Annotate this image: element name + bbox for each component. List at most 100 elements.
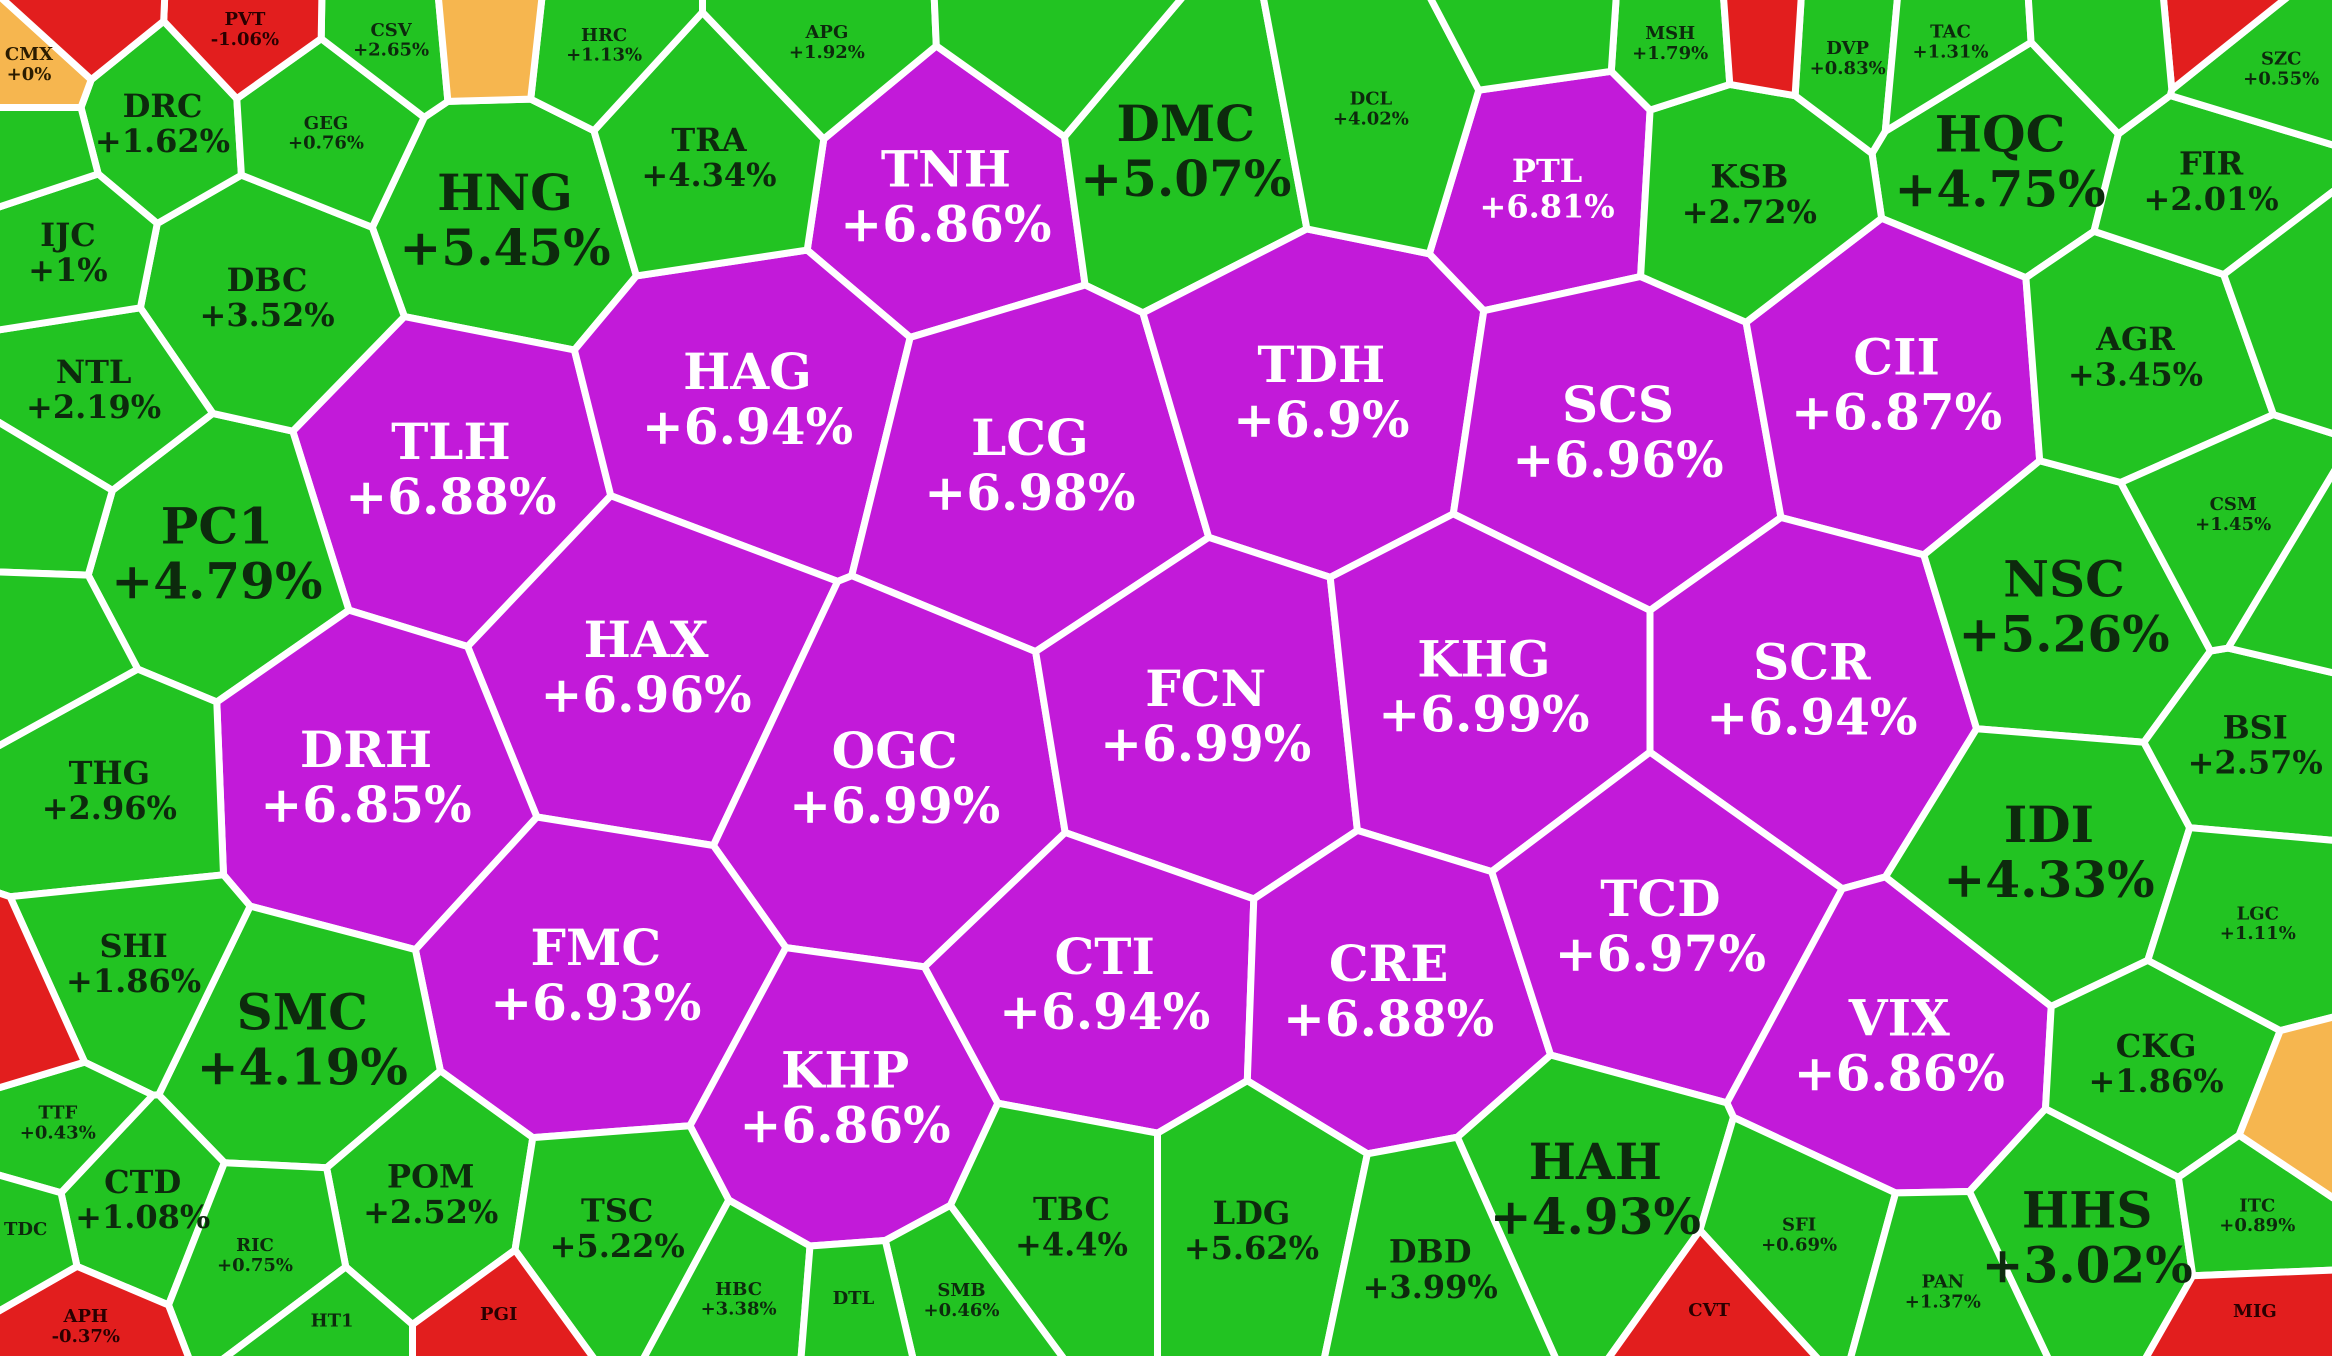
cell-unlabeled-81[interactable] bbox=[0, 417, 116, 579]
cell-unlabeled-79[interactable] bbox=[2235, 1013, 2332, 1204]
symbol-label-hng: HNG bbox=[437, 163, 573, 222]
change-label-szc: +0.55% bbox=[2243, 69, 2319, 90]
symbol-label-vix: VIX bbox=[1848, 989, 1950, 1048]
symbol-label-smc: SMC bbox=[237, 982, 368, 1041]
change-label-ttf: +0.43% bbox=[20, 1123, 96, 1144]
change-label-hah: +4.93% bbox=[1490, 1187, 1701, 1246]
change-label-pc1: +4.79% bbox=[111, 551, 322, 610]
change-label-dmc: +5.07% bbox=[1080, 149, 1291, 208]
change-label-itc: +0.89% bbox=[2219, 1215, 2295, 1236]
cell-pan[interactable] bbox=[1847, 1188, 2051, 1356]
change-label-tbc: +4.4% bbox=[1015, 1225, 1128, 1263]
change-label-csv: +2.65% bbox=[353, 40, 429, 61]
symbol-label-ckg: CKG bbox=[2116, 1027, 2197, 1065]
symbol-label-tdh: TDH bbox=[1257, 335, 1385, 394]
change-label-scs: +6.96% bbox=[1512, 430, 1723, 489]
change-label-idi: +4.33% bbox=[1943, 850, 2154, 909]
symbol-label-cre: CRE bbox=[1329, 934, 1448, 993]
change-label-dcl: +4.02% bbox=[1333, 109, 1409, 130]
cell-unlabeled-76[interactable] bbox=[435, 0, 546, 105]
cell-tdc[interactable] bbox=[0, 1171, 81, 1317]
symbol-label-pgi: PGI bbox=[480, 1304, 517, 1325]
change-label-thg: +2.96% bbox=[42, 789, 177, 827]
change-label-khg: +6.99% bbox=[1378, 685, 1589, 744]
symbol-label-khp: KHP bbox=[781, 1040, 909, 1099]
cell-unlabeled-85[interactable] bbox=[930, 0, 1189, 141]
symbol-label-hrc: HRC bbox=[581, 25, 627, 46]
symbol-label-fir: FIR bbox=[2179, 145, 2244, 183]
cell-cvt[interactable] bbox=[1603, 1226, 1825, 1356]
change-label-cre: +6.88% bbox=[1283, 989, 1494, 1048]
symbol-label-ptl: PTL bbox=[1512, 152, 1582, 190]
symbol-label-sfi: SFI bbox=[1782, 1215, 1816, 1236]
symbol-label-cii: CII bbox=[1853, 327, 1940, 386]
change-label-khp: +6.86% bbox=[740, 1095, 951, 1154]
change-label-pvt: -1.06% bbox=[211, 29, 279, 50]
cell-apg[interactable] bbox=[699, 0, 940, 143]
cell-ijc[interactable] bbox=[0, 170, 161, 334]
cell-unlabeled-84[interactable] bbox=[2224, 458, 2332, 677]
symbol-label-csv: CSV bbox=[370, 20, 412, 41]
symbol-label-thg: THG bbox=[69, 754, 150, 792]
change-label-ijc: +1% bbox=[28, 251, 107, 289]
symbol-label-bsi: BSI bbox=[2223, 709, 2288, 747]
symbol-label-dbd: DBD bbox=[1389, 1233, 1472, 1271]
symbol-label-lgc: LGC bbox=[2237, 903, 2279, 924]
change-label-shi: +1.86% bbox=[66, 962, 201, 1000]
change-label-agr: +3.45% bbox=[2068, 355, 2203, 393]
symbol-label-ogc: OGC bbox=[832, 721, 958, 780]
symbol-label-pc1: PC1 bbox=[161, 496, 273, 555]
symbol-label-ttf: TTF bbox=[38, 1103, 77, 1124]
cell-unlabeled-77[interactable] bbox=[1720, 0, 1805, 100]
cell-unlabeled-82[interactable] bbox=[0, 568, 142, 751]
cell-unlabeled-83[interactable] bbox=[2220, 185, 2332, 437]
symbol-label-szc: SZC bbox=[2261, 49, 2301, 70]
change-label-ptl: +6.81% bbox=[1480, 187, 1615, 225]
symbol-label-tlh: TLH bbox=[391, 412, 511, 471]
cell-dtl[interactable] bbox=[797, 1237, 917, 1356]
cell-lgc[interactable] bbox=[2144, 824, 2332, 1035]
symbol-label-pom: POM bbox=[387, 1158, 474, 1196]
change-label-cii: +6.87% bbox=[1791, 382, 2002, 441]
change-label-dvp: +0.83% bbox=[1810, 58, 1886, 79]
symbol-label-nsc: NSC bbox=[2003, 550, 2125, 609]
cell-dcl[interactable] bbox=[1260, 0, 1483, 258]
change-label-fmc: +6.93% bbox=[490, 973, 701, 1032]
symbol-label-smb: SMB bbox=[937, 1280, 985, 1301]
change-label-ldg: +5.62% bbox=[1184, 1229, 1319, 1267]
cell-mig[interactable] bbox=[2141, 1266, 2332, 1356]
symbol-label-fmc: FMC bbox=[530, 918, 661, 977]
symbol-label-ric: RIC bbox=[236, 1235, 274, 1256]
symbol-label-cmx: CMX bbox=[5, 44, 53, 65]
cell-unlabeled-86[interactable] bbox=[1426, 0, 1620, 94]
symbol-label-tdc: TDC bbox=[4, 1219, 47, 1240]
symbol-label-shi: SHI bbox=[99, 927, 167, 965]
change-label-smc: +4.19% bbox=[197, 1037, 408, 1096]
symbol-label-scr: SCR bbox=[1753, 633, 1871, 692]
change-label-lgc: +1.11% bbox=[2220, 923, 2296, 944]
cell-unlabeled-75[interactable] bbox=[0, 889, 89, 1092]
symbol-label-tsc: TSC bbox=[581, 1192, 653, 1230]
cell-ht1[interactable] bbox=[214, 1263, 416, 1356]
symbol-label-ijc: IJC bbox=[40, 216, 96, 254]
symbol-label-idi: IDI bbox=[2004, 795, 2094, 854]
symbol-label-agr: AGR bbox=[2095, 320, 2175, 358]
cell-ntl[interactable] bbox=[0, 304, 217, 494]
change-label-nsc: +5.26% bbox=[1959, 605, 2170, 664]
cell-unlabeled-80[interactable] bbox=[0, 104, 102, 211]
cell-dbd[interactable] bbox=[1321, 1133, 1559, 1356]
symbol-label-fcn: FCN bbox=[1145, 659, 1266, 718]
symbol-label-ntl: NTL bbox=[56, 353, 132, 391]
symbol-label-drc: DRC bbox=[123, 87, 203, 125]
change-label-tnh: +6.86% bbox=[840, 195, 1051, 254]
cell-unlabeled-87[interactable] bbox=[2024, 0, 2176, 138]
change-label-hhs: +3.02% bbox=[1982, 1235, 2193, 1294]
change-label-vix: +6.86% bbox=[1794, 1044, 2005, 1103]
cell-cmx[interactable] bbox=[0, 0, 95, 111]
change-label-hng: +5.45% bbox=[399, 218, 610, 277]
change-label-pan: +1.37% bbox=[1905, 1292, 1981, 1313]
change-label-geg: +0.76% bbox=[288, 133, 364, 154]
symbol-label-lcg: LCG bbox=[971, 408, 1089, 467]
cell-unlabeled-74[interactable] bbox=[0, 0, 169, 84]
